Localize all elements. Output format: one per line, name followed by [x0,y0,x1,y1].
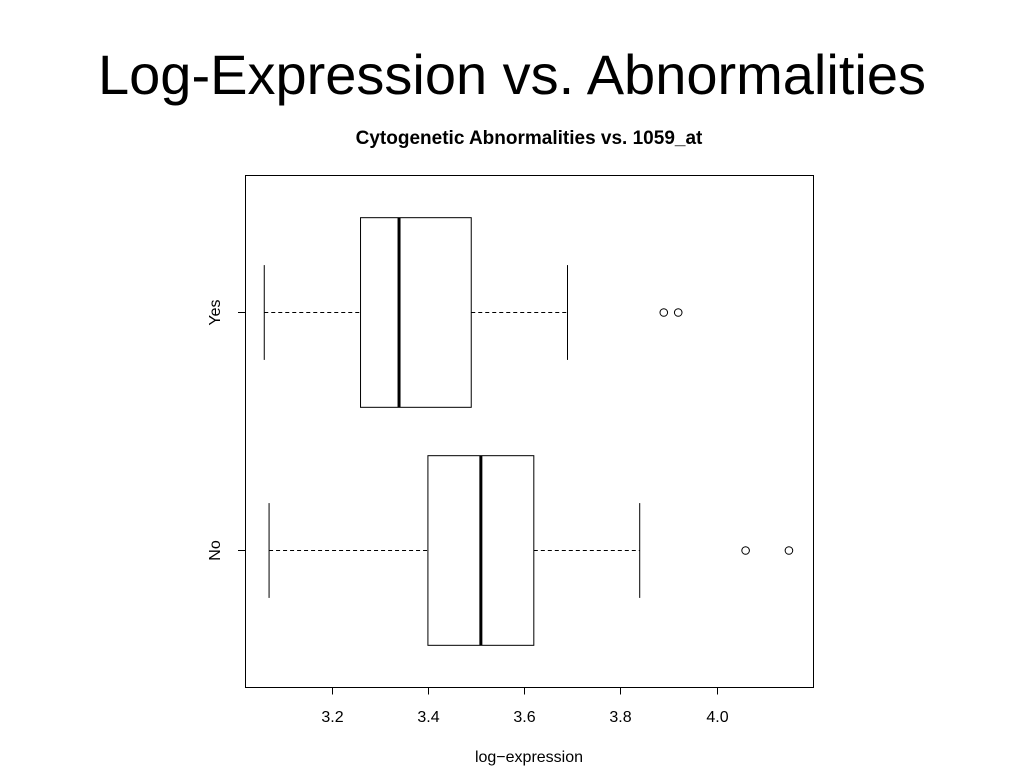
chart-title: Cytogenetic Abnormalities vs. 1059_at [356,128,703,149]
x-tick-label-2: 3.4 [417,709,439,726]
outlier-no-1 [741,546,750,555]
y-tick-label-no: No [207,540,224,561]
box-yes [360,217,472,408]
outlier-no-2 [784,546,794,555]
x-tick-label-3: 3.6 [513,709,535,726]
x-tick-label-5: 4.0 [706,709,728,726]
plot-area: No Yes 3.2 3.4 3.6 3.8 4.0 [207,175,814,726]
x-axis-label: log−expression [475,749,583,766]
outlier-yes-2 [673,308,683,317]
x-tick-label-1: 3.2 [321,709,343,726]
y-tick-label-yes: Yes [207,299,224,325]
outlier-yes-1 [659,308,669,317]
box-group-no [268,455,794,646]
plot-frame [245,175,814,688]
x-tick-label-4: 3.8 [609,709,631,726]
slide-title: Log-Expression vs. Abnormalities [98,43,926,106]
box-group-yes [263,217,683,408]
